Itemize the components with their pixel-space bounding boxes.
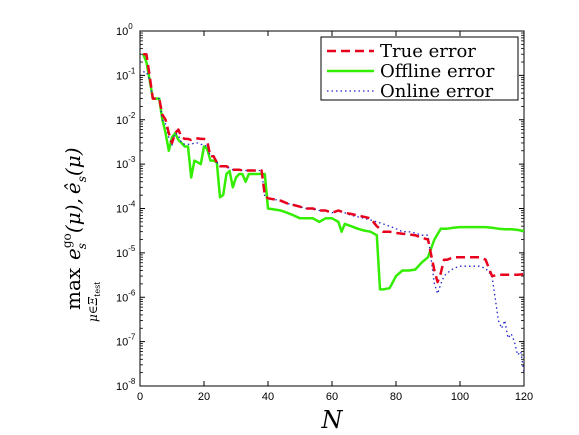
y-axis: 10-8 10-7 10-6 10-5 10-4 10-3 10-2 10-1 100	[116, 22, 524, 393]
y-tick-label: 10-5	[116, 244, 136, 260]
series-line-offline-error	[142, 53, 524, 291]
x-tick-label: 20	[198, 391, 210, 403]
svg-text:μ∈Ξtest: μ∈Ξtest	[86, 281, 102, 322]
y-tick-label: 100	[116, 22, 133, 38]
legend-box	[320, 36, 519, 101]
y-label-e: e	[61, 248, 85, 260]
y-label-max: max	[61, 267, 85, 310]
x-tick-label: 0	[137, 391, 143, 403]
x-axis-label: N	[321, 406, 344, 434]
y-tick-label: 10-7	[116, 333, 136, 349]
x-axis: 0 20 40 60 80 100 120	[137, 31, 533, 403]
y-label-hat-sub: s	[75, 176, 89, 182]
x-tick-label: 120	[515, 391, 533, 403]
legend-label: Online error	[380, 81, 494, 102]
y-label-arg1: (μ),	[61, 198, 85, 233]
y-label-arg2: (μ)	[61, 147, 85, 176]
y-tick-label: 10-6	[116, 288, 136, 304]
x-tick-label: 80	[390, 391, 402, 403]
x-tick-label: 40	[262, 391, 274, 403]
y-tick-label: 10-1	[116, 66, 136, 82]
svg-text:max: max	[61, 267, 85, 310]
svg-text:egos(μ),ês(μ): egos(μ),ês(μ)	[60, 147, 89, 260]
y-tick-label: 10-4	[116, 200, 136, 216]
x-tick-label: 60	[326, 391, 338, 403]
y-label-hat: ê	[61, 182, 85, 194]
x-tick-label: 100	[451, 391, 469, 403]
y-axis-label: max μ∈Ξtest egos(μ),ês(μ)	[60, 147, 102, 322]
y-label-subsub: test	[93, 281, 102, 297]
series-layer	[142, 52, 524, 373]
legend-label: Offline error	[380, 61, 495, 82]
y-tick-label: 10-8	[116, 377, 136, 393]
y-tick-label: 10-3	[116, 155, 136, 171]
y-tick-label: 10-2	[116, 111, 136, 127]
legend-label: True error	[380, 41, 476, 62]
series-line-true-error	[143, 52, 524, 284]
y-label-e-sup: go	[60, 233, 74, 248]
series-line-online-error	[143, 71, 524, 373]
y-label-sub: μ∈Ξ	[86, 296, 100, 322]
y-label-e-sub: s	[75, 243, 89, 249]
